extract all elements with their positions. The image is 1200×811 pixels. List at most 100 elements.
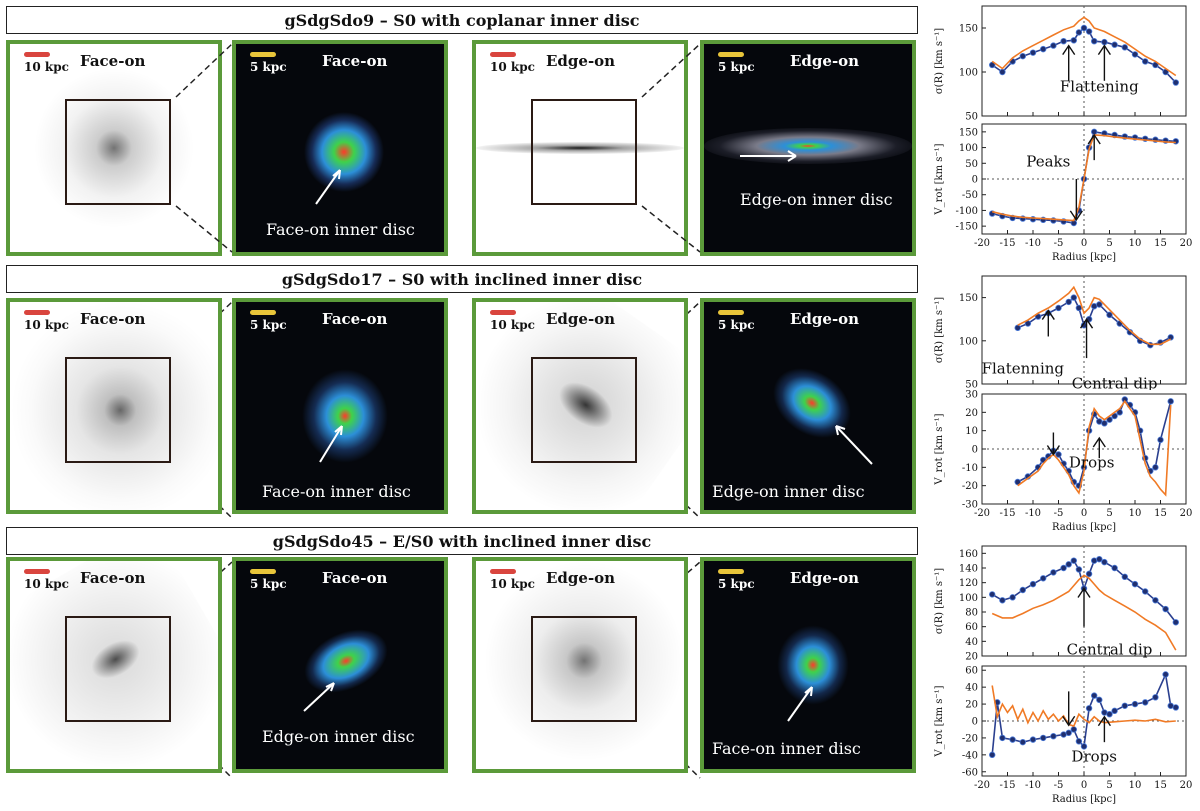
annotation-arrowhead xyxy=(1087,133,1101,145)
data-point xyxy=(1055,451,1062,458)
data-point xyxy=(1029,580,1037,588)
data-point xyxy=(999,68,1006,76)
annotation: Edge-on inner disc xyxy=(712,482,865,501)
scale-bar: 10 kpc xyxy=(24,52,69,74)
image-panel-r1-edgeon-wide: 10 kpc Edge-on xyxy=(472,40,688,256)
galaxy-image xyxy=(476,142,684,154)
y-tick-label: 100 xyxy=(959,68,978,79)
data-point xyxy=(1065,561,1072,568)
annotation: Edge-on inner disc xyxy=(262,727,415,746)
scale-bar: 5 kpc xyxy=(250,569,287,591)
data-point xyxy=(1075,738,1083,745)
data-point xyxy=(1050,733,1057,740)
image-panel-r2-faceon-wide: 10 kpc Face-on xyxy=(6,298,222,514)
x-tick-label: 20 xyxy=(1180,238,1193,249)
data-point xyxy=(1141,58,1149,65)
data-point xyxy=(1131,580,1139,588)
x-tick-label: -5 xyxy=(1054,508,1064,519)
galaxy-image xyxy=(10,302,218,510)
data-point xyxy=(1162,605,1169,613)
row-title-text: gSdgSdo45 – E/S0 with inclined inner dis… xyxy=(272,531,652,551)
y-tick-label: -40 xyxy=(962,750,978,761)
x-tick-label: -20 xyxy=(974,508,990,519)
data-point xyxy=(1152,597,1159,604)
panel-label: Edge-on xyxy=(546,52,616,70)
panel-label: Edge-on xyxy=(790,52,860,70)
x-axis-label: Radius [kpc] xyxy=(1052,794,1116,805)
x-tick-label: 15 xyxy=(1154,508,1167,519)
plot-annotation: Central dip xyxy=(1067,641,1153,659)
arrow-icon xyxy=(303,682,335,712)
data-point xyxy=(1019,586,1026,594)
y-tick-label: 20 xyxy=(965,700,978,711)
y-axis-label: σ(R) [km s⁻¹] xyxy=(934,28,945,94)
data-point xyxy=(1070,37,1077,44)
plot-sigma-gsdgsdo9: 50 100 150 σ(R) [km s⁻¹] Flattening xyxy=(934,5,1187,122)
y-tick-label: 60 xyxy=(965,666,978,677)
panel-label: Face-on xyxy=(80,569,146,587)
x-tick-label: -5 xyxy=(1054,780,1064,791)
row-title-text: gSdgSdo9 – S0 with coplanar inner disc xyxy=(284,10,640,30)
annotation-arrowhead xyxy=(1062,715,1076,727)
row-title-text: gSdgSdo17 – S0 with inclined inner disc xyxy=(281,269,643,289)
y-tick-label: 40 xyxy=(965,683,978,694)
x-tick-label: -10 xyxy=(1025,780,1041,791)
panel-label: Face-on xyxy=(80,52,146,70)
data-point xyxy=(1060,564,1067,572)
data-point xyxy=(1019,738,1026,746)
panel-label: Face-on xyxy=(80,310,146,328)
y-axis-label: σ(R) [km s⁻¹] xyxy=(934,568,945,634)
image-panel-r3-faceon-zoom: 5 kpc Face-on Edge-on inner disc xyxy=(232,557,448,773)
data-point xyxy=(1131,51,1139,58)
data-point xyxy=(1009,736,1016,743)
data-point xyxy=(1090,38,1098,45)
x-axis-label: Radius [kpc] xyxy=(1052,252,1116,263)
data-point xyxy=(989,751,996,759)
data-point xyxy=(1070,726,1077,733)
row-title-gsdgsdo17: gSdgSdo17 – S0 with inclined inner disc xyxy=(6,265,918,293)
y-tick-label: 120 xyxy=(959,578,978,589)
annotation-arrowhead xyxy=(1041,309,1055,320)
data-point xyxy=(1101,420,1108,427)
zoom-box xyxy=(531,99,637,205)
scale-bar: 5 kpc xyxy=(250,310,287,332)
y-tick-label: -50 xyxy=(962,190,978,201)
data-point xyxy=(1065,729,1072,737)
y-tick-label: -30 xyxy=(962,500,978,511)
plot-annotation: Peaks xyxy=(1026,152,1070,170)
data-point xyxy=(1167,334,1174,341)
data-point xyxy=(1121,573,1128,580)
data-point xyxy=(1121,702,1128,709)
zoom-box xyxy=(531,616,637,722)
annotation-arrowhead xyxy=(1062,44,1076,55)
data-point xyxy=(1121,44,1128,51)
data-point xyxy=(1096,301,1103,308)
x-tick-label: -15 xyxy=(999,780,1015,791)
scale-bar: 5 kpc xyxy=(250,52,287,74)
zoom-box xyxy=(65,616,171,722)
data-point xyxy=(1070,557,1077,564)
x-tick-label: -20 xyxy=(974,780,990,791)
plot-annotation: Drops xyxy=(1071,748,1117,766)
data-point xyxy=(1085,28,1093,35)
series-line-model xyxy=(992,134,1176,222)
galaxy-image xyxy=(290,356,400,476)
data-point xyxy=(1065,298,1072,306)
x-tick-label: 10 xyxy=(1129,780,1142,791)
x-tick-label: 5 xyxy=(1106,508,1112,519)
row-title-gsdgsdo45: gSdgSdo45 – E/S0 with inclined inner dis… xyxy=(6,527,918,555)
plot-sigma-gsdgsdo17: 50 100 150 σ(R) [km s⁻¹] Flatenning Central d… xyxy=(934,275,1187,390)
galaxy-image xyxy=(476,561,684,769)
data-point xyxy=(1009,594,1016,601)
x-tick-label: 0 xyxy=(1081,238,1087,249)
data-point xyxy=(1050,569,1057,576)
x-tick-label: 0 xyxy=(1081,508,1087,519)
y-tick-label: 100 xyxy=(959,593,978,604)
panel-label: Edge-on xyxy=(546,310,616,328)
data-point xyxy=(1152,464,1159,471)
data-point xyxy=(1172,79,1179,86)
galaxy-image xyxy=(304,112,384,192)
y-tick-label: 0 xyxy=(972,717,978,728)
annotation: Face-on inner disc xyxy=(262,482,411,501)
